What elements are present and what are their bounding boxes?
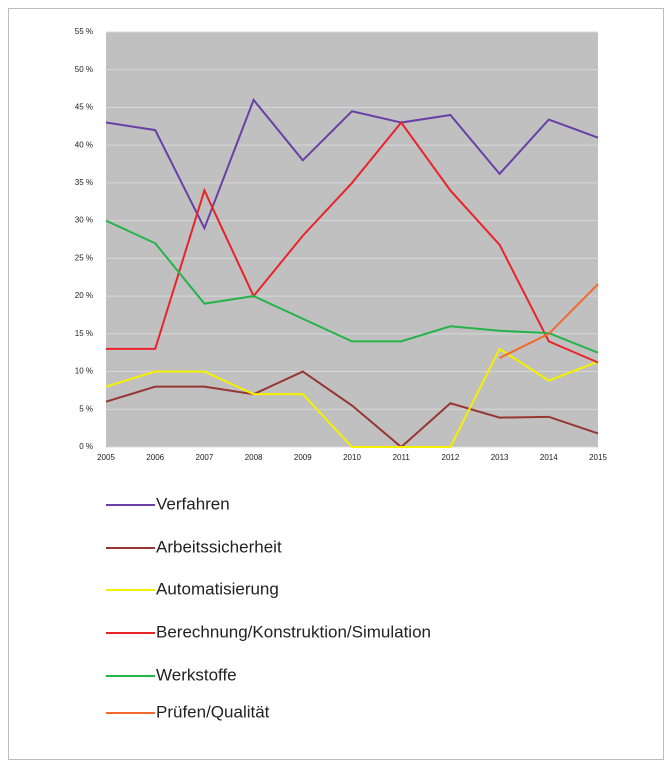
legend-label: Verfahren bbox=[156, 494, 230, 513]
x-tick-label: 2012 bbox=[442, 453, 460, 462]
series-line bbox=[105, 219, 599, 354]
y-tick-label: 10 % bbox=[75, 367, 93, 376]
y-tick-label: 30 % bbox=[75, 216, 93, 225]
legend-label: Werkstoffe bbox=[156, 665, 237, 684]
y-tick-label: 40 % bbox=[75, 140, 93, 149]
legend-label: Automatisierung bbox=[156, 579, 279, 598]
plot-area bbox=[106, 32, 598, 447]
x-tick-label: 2010 bbox=[343, 453, 361, 462]
x-tick-label: 2011 bbox=[393, 453, 411, 462]
x-tick-label: 2005 bbox=[97, 453, 115, 462]
y-tick-label: 50 % bbox=[75, 65, 93, 74]
y-tick-label: 20 % bbox=[75, 291, 93, 300]
legend-label: Arbeitssicherheit bbox=[156, 537, 282, 556]
series-line bbox=[105, 370, 599, 449]
series-line bbox=[499, 283, 599, 359]
y-tick-label: 55 % bbox=[75, 27, 93, 36]
y-tick-label: 25 % bbox=[75, 253, 93, 262]
legend-label: Prüfen/Qualität bbox=[156, 702, 270, 721]
y-tick-label: 35 % bbox=[75, 178, 93, 187]
legend-label: Berechnung/Konstruktion/Simulation bbox=[156, 622, 431, 641]
y-tick-label: 15 % bbox=[75, 329, 93, 338]
x-tick-label: 2013 bbox=[491, 453, 509, 462]
y-tick-label: 0 % bbox=[79, 442, 93, 451]
y-tick-label: 45 % bbox=[75, 103, 93, 112]
series-line bbox=[106, 120, 599, 364]
x-tick-label: 2006 bbox=[146, 453, 164, 462]
x-tick-label: 2009 bbox=[294, 453, 312, 462]
x-tick-label: 2014 bbox=[540, 453, 558, 462]
series-line bbox=[105, 97, 599, 231]
series-line bbox=[105, 347, 599, 448]
x-tick-label: 2007 bbox=[196, 453, 214, 462]
x-tick-label: 2008 bbox=[245, 453, 263, 462]
x-tick-label: 2015 bbox=[589, 453, 607, 462]
y-tick-label: 5 % bbox=[79, 404, 93, 413]
